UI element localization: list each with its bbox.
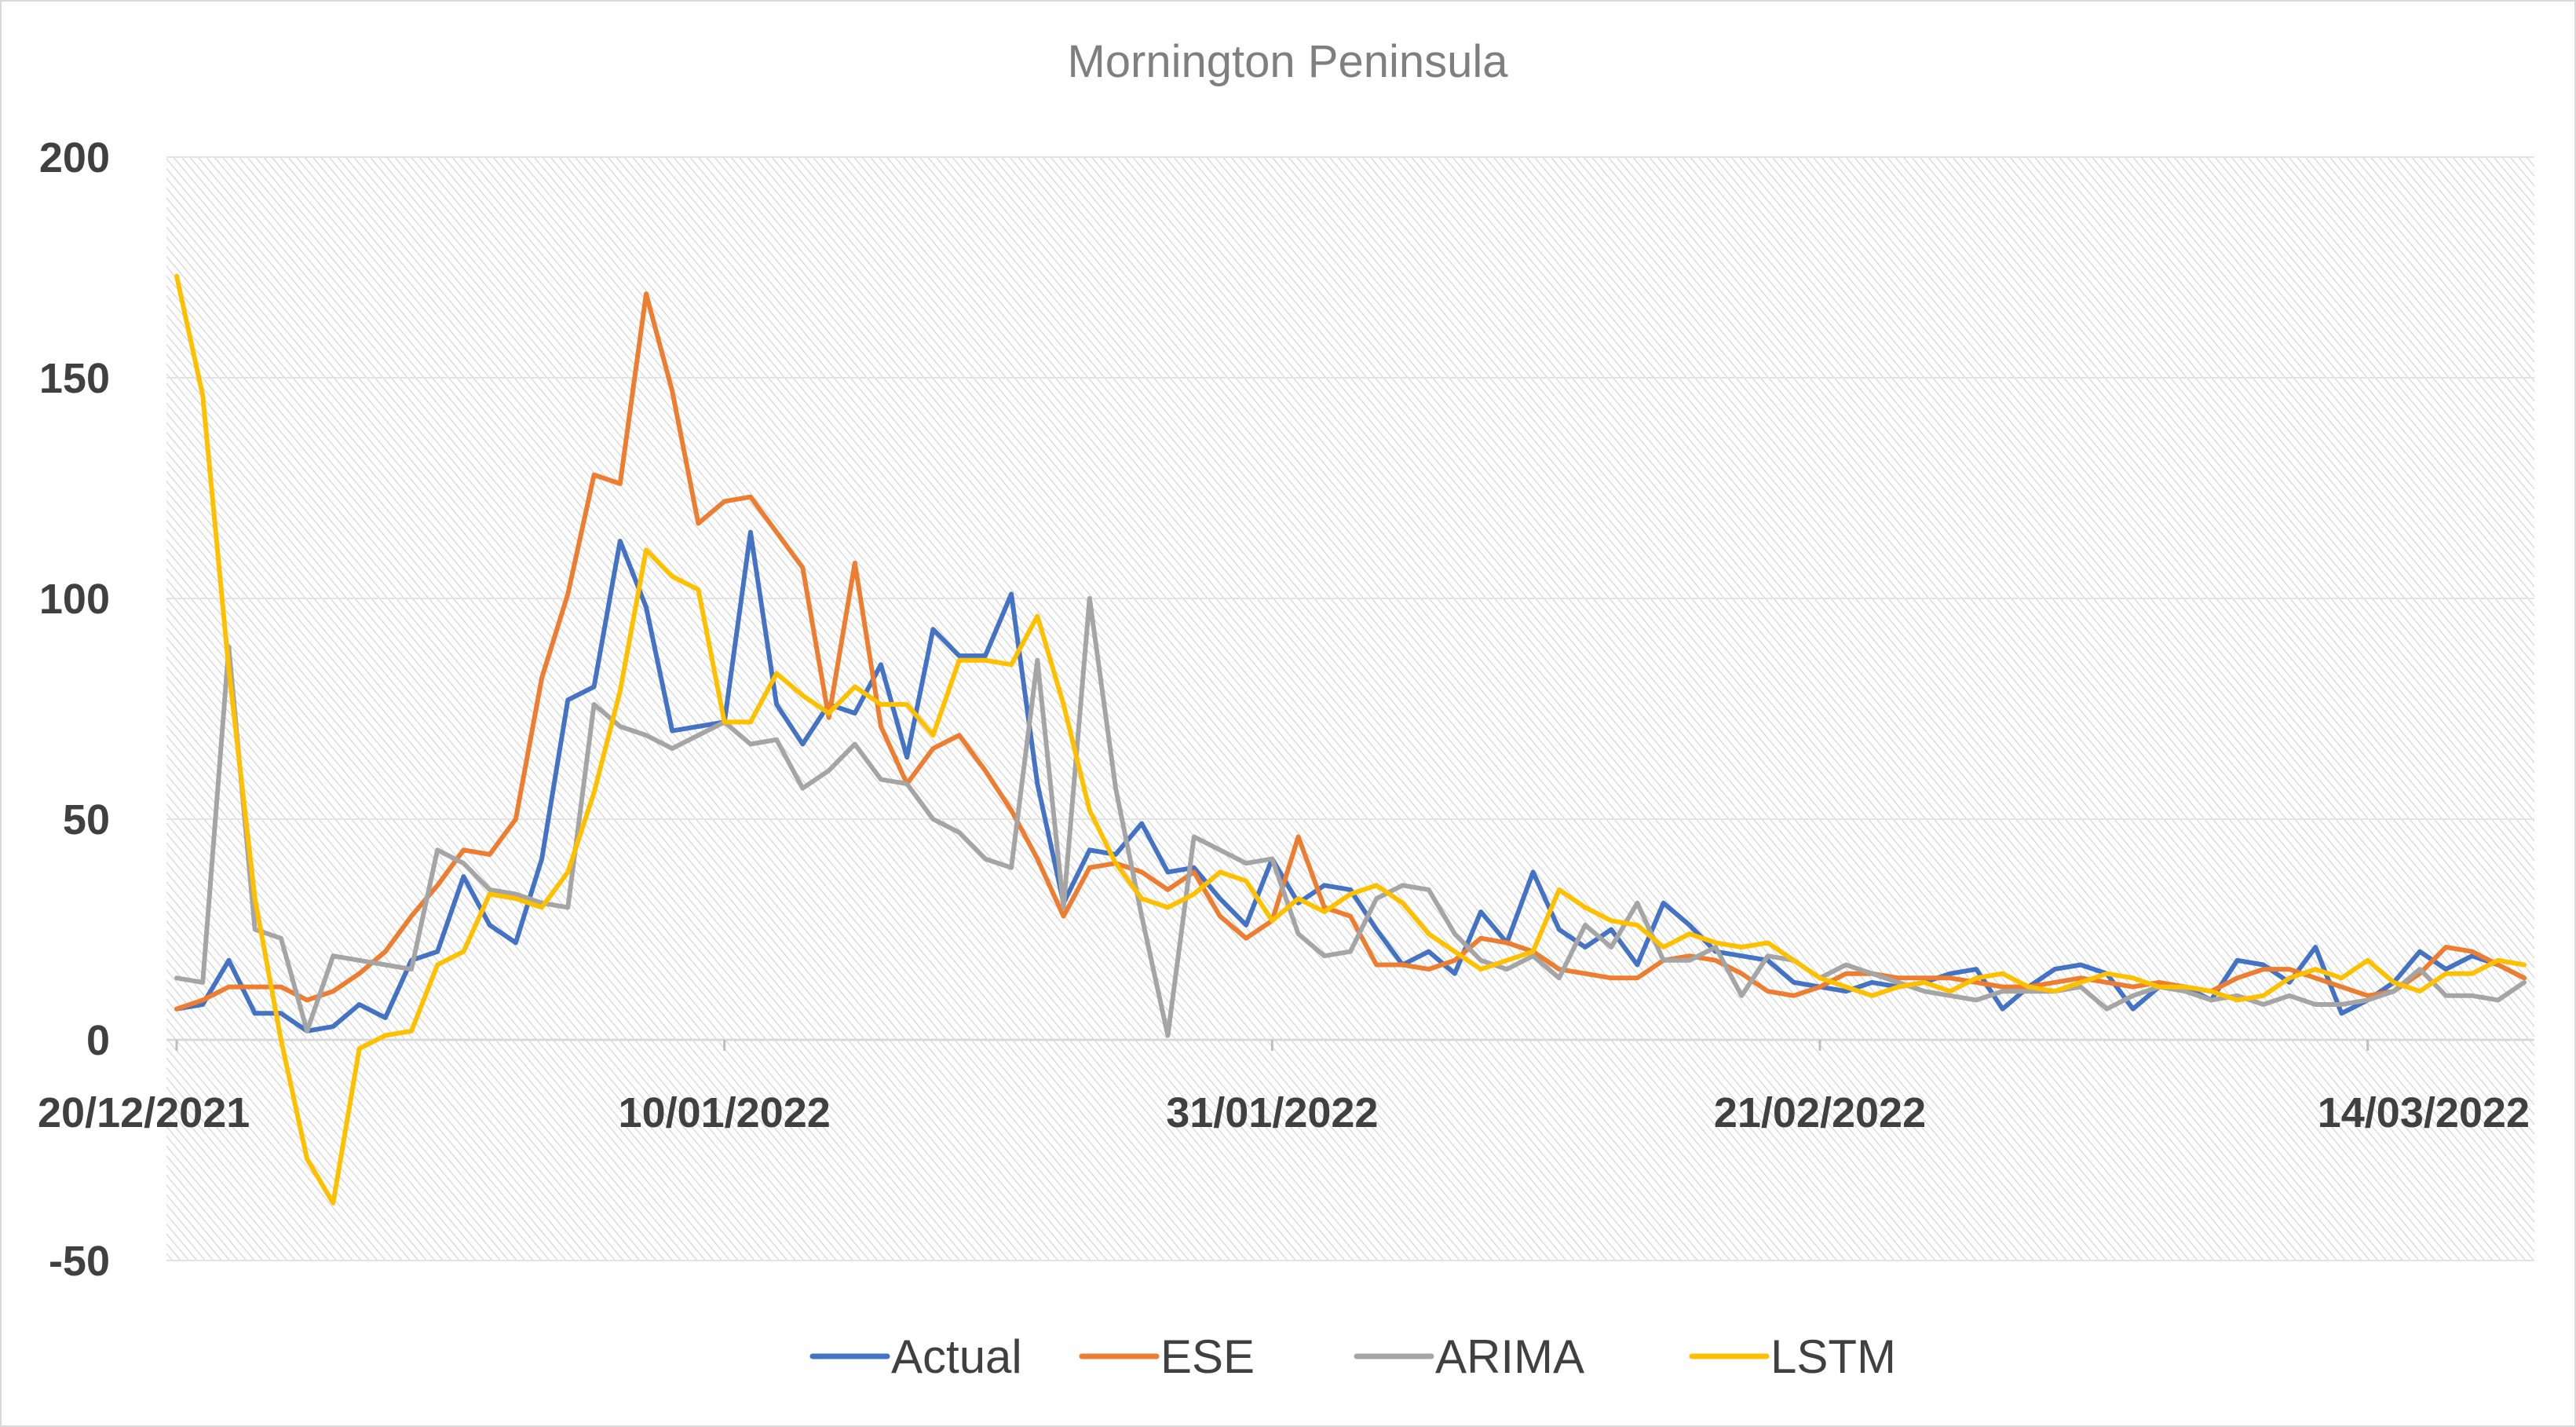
legend-item-arima: ARIMA (1354, 1330, 1584, 1383)
legend-label: Actual (891, 1330, 1022, 1383)
x-tick-label: 20/12/2021 (38, 1089, 250, 1136)
y-tick-label: 100 (39, 576, 110, 623)
legend-label: ARIMA (1435, 1330, 1584, 1383)
legend: Actual ESE ARIMA LSTM (809, 1330, 1896, 1383)
x-tick-label: 31/01/2022 (1166, 1089, 1378, 1136)
series-line-lstm (174, 273, 2527, 1206)
series-line-arima (174, 596, 2527, 1038)
x-tick-label: 14/03/2022 (2318, 1089, 2530, 1136)
y-tick-label: 50 (63, 796, 110, 843)
gridlines (166, 156, 2534, 1261)
legend-label: LSTM (1770, 1330, 1896, 1383)
y-tick-label: 150 (39, 355, 110, 402)
y-tick-label: -50 (49, 1238, 110, 1285)
y-axis-tick-labels: -50 0 50 100 150 200 (39, 134, 110, 1285)
legend-label: ESE (1160, 1330, 1255, 1383)
legend-item-actual: Actual (809, 1330, 1022, 1383)
x-tick-label: 21/02/2022 (1714, 1089, 1926, 1136)
series-lines (174, 273, 2527, 1206)
plot-background (166, 157, 2534, 1261)
series-line-ese (174, 291, 2527, 1012)
series-line-actual (174, 529, 2527, 1034)
y-tick-label: 200 (39, 134, 110, 181)
legend-item-lstm: LSTM (1689, 1330, 1896, 1383)
x-axis-tick-labels: 20/12/2021 10/01/2022 31/01/2022 21/02/2022… (38, 1040, 2530, 1136)
chart-title: Mornington Peninsula (1067, 36, 1508, 87)
y-tick-label: 0 (86, 1017, 110, 1064)
legend-item-ese: ESE (1079, 1330, 1255, 1383)
x-tick-label: 10/01/2022 (619, 1089, 831, 1136)
